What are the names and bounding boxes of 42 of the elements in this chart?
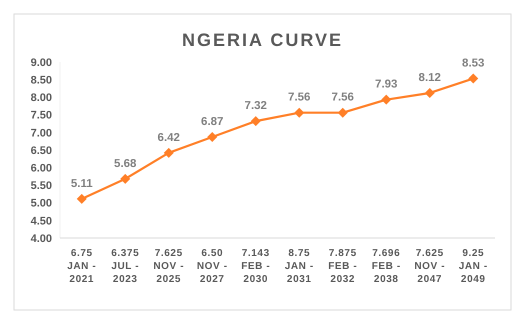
data-label: 8.53 [462, 58, 484, 70]
chart-title: NGERIA CURVE [182, 30, 344, 50]
y-tick-label: 7.50 [30, 110, 52, 122]
x-tick-label: 9.25 JAN - 2049 [458, 248, 488, 285]
y-tick-label: 6.00 [30, 162, 52, 174]
y-tick-label: 8.50 [30, 74, 52, 86]
y-tick-label: 9.00 [30, 56, 52, 69]
point [381, 94, 392, 105]
point [207, 132, 218, 142]
x-tick-label: 8.75 JAN - 2031 [284, 248, 314, 285]
y-tick-label: 5.50 [30, 180, 52, 192]
data-label: 6.87 [201, 116, 224, 128]
point [76, 194, 87, 204]
data-label: 7.32 [244, 100, 267, 112]
x-tick-label: 7.696 FEB - 2038 [372, 248, 401, 285]
data-label: 6.42 [158, 132, 180, 144]
data-label: 7.93 [375, 78, 398, 91]
y-tick-label: 5.00 [30, 198, 52, 210]
point [424, 88, 435, 98]
point [338, 108, 348, 118]
data-label: 5.11 [70, 178, 94, 190]
y-tick-label: 7.00 [30, 127, 52, 140]
point [468, 74, 478, 84]
x-tick-label: 7.625 NOV - 2047 [414, 248, 446, 285]
x-tick-label: 7.143 FEB - 2030 [241, 248, 270, 285]
point [120, 174, 130, 184]
y-tick-label: 4.00 [30, 232, 52, 245]
data-label: 5.68 [114, 158, 138, 170]
x-tick-label: 6.75 JAN - 2021 [67, 248, 96, 285]
x-tick-label: 6.50 NOV - 2027 [196, 248, 228, 285]
point [250, 116, 261, 126]
data-label: 8.12 [418, 72, 441, 84]
point [164, 148, 174, 158]
y-tick-label: 8.00 [30, 92, 52, 104]
x-tick-label: 7.875 FEB - 2032 [328, 248, 358, 285]
x-tick-label: 6.375 JUL - 2023 [111, 248, 140, 285]
data-label: 7.56 [332, 92, 354, 104]
x-tick-label: 7.625 NOV - 2025 [153, 248, 184, 285]
data-label: 7.56 [288, 92, 310, 104]
point [294, 108, 304, 118]
y-tick-label: 4.50 [30, 215, 52, 228]
y-tick-label: 6.50 [30, 144, 52, 157]
